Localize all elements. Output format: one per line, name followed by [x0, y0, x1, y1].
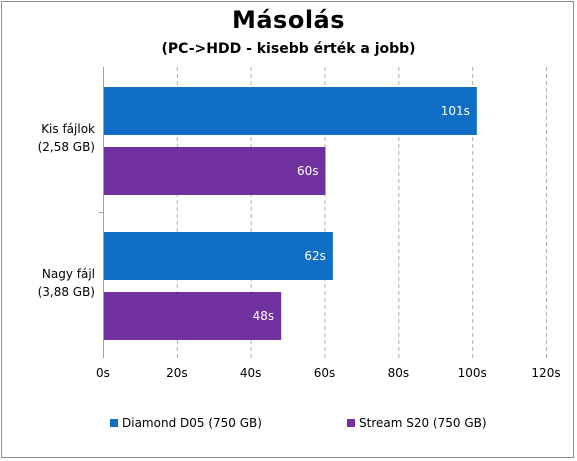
bar-stream-0	[104, 147, 326, 195]
category-label-0-line2: (2,58 GB)	[38, 140, 95, 154]
x-tick-label-1: 20s	[166, 366, 188, 380]
data-label-diamond-0: 101s	[441, 104, 470, 118]
x-tick-label-5: 100s	[458, 366, 487, 380]
bar-stream-1	[104, 292, 282, 340]
legend-item-stream: Stream S20 (750 GB)	[347, 416, 487, 430]
chart-subtitle: (PC->HDD - kisebb érték a jobb)	[161, 41, 416, 57]
x-tick-label-2: 40s	[240, 366, 262, 380]
legend-swatch-diamond	[110, 419, 118, 427]
chart-title: Másolás	[231, 6, 346, 34]
legend-label-diamond: Diamond D05 (750 GB)	[122, 416, 262, 430]
category-label-1-line1: Nagy fájl	[42, 267, 95, 281]
x-tick-label-6: 120s	[531, 366, 560, 380]
x-tick-label-3: 60s	[314, 366, 336, 380]
bar-diamond-1	[104, 232, 333, 280]
category-label-0-line1: Kis fájlok	[41, 122, 95, 136]
x-tick-label-0: 0s	[96, 366, 110, 380]
legend-item-diamond: Diamond D05 (750 GB)	[110, 416, 262, 430]
x-tick-label-4: 80s	[388, 366, 410, 380]
legend-label-stream: Stream S20 (750 GB)	[359, 416, 487, 430]
legend-swatch-stream	[347, 419, 355, 427]
data-label-diamond-1: 62s	[304, 249, 326, 263]
category-label-1-line2: (3,88 GB)	[38, 285, 95, 299]
data-label-stream-0: 60s	[297, 164, 319, 178]
data-label-stream-1: 48s	[253, 309, 275, 323]
bar-diamond-0	[104, 87, 477, 135]
